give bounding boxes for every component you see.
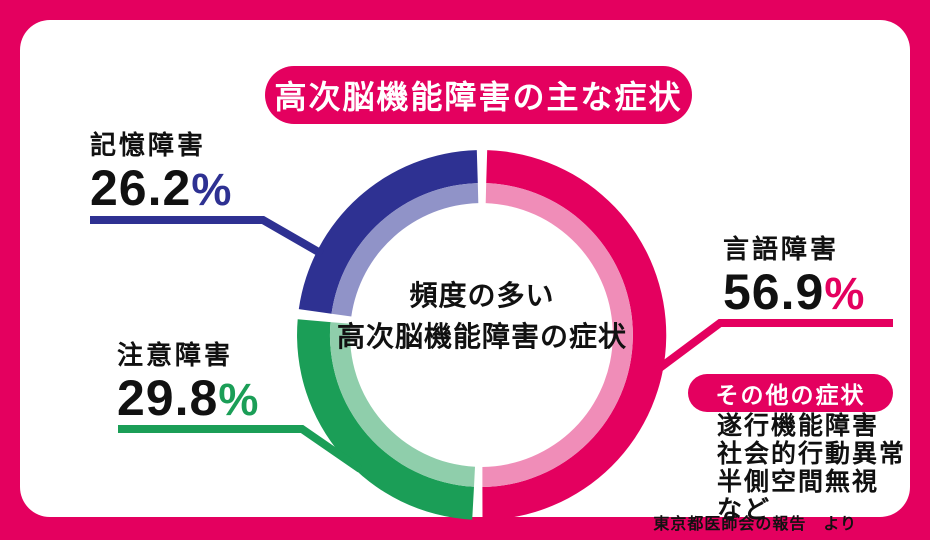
source-credit: 東京都医師会の報告 より [653, 516, 857, 533]
callout-memory-value: 26.2% [90, 160, 233, 216]
donut-segment-memory-inner [331, 183, 479, 317]
donut-chart [90, 150, 893, 520]
leader-line-attention [118, 425, 363, 473]
center-label-line-1: 頻度の多い [409, 280, 555, 311]
other-symptoms-item: 半側空間無視 など [717, 468, 880, 524]
other-symptoms-item: 遂行機能障害 [717, 412, 880, 440]
leader-line-memory [90, 216, 324, 258]
donut-segment-language-outer [482, 150, 667, 520]
callout-memory-label: 記憶障害 [90, 130, 207, 160]
other-symptoms-item: 社会的行動異常 [717, 440, 907, 468]
callout-attention-value: 29.8% [117, 370, 260, 426]
page-title: 高次脳機能障害の主な症状 [265, 66, 692, 124]
leader-line-language [654, 319, 893, 374]
callout-language: 言語障害 56.9% [723, 229, 865, 319]
center-label-line-2: 高次脳機能障害の症状 [336, 320, 627, 352]
donut-segment-language-inner [482, 183, 633, 487]
donut-segment-attention-outer [297, 319, 474, 520]
callout-attention-label: 注意障害 [117, 340, 234, 370]
other-symptoms-list: 遂行機能障害 社会的行動異常 半側空間無視 など [717, 412, 910, 524]
pink-frame-background: 高次脳機能障害の主な症状 頻度の多い 高次脳機能障害の症状 記憶障害 26.2%… [0, 0, 930, 540]
other-symptoms-header: その他の症状 [688, 374, 893, 412]
callout-language-label: 言語障害 [723, 234, 840, 264]
donut-center-label: 頻度の多い 高次脳機能障害の症状 [332, 276, 632, 357]
callout-memory-unit: % [191, 164, 233, 215]
donut-segment-memory-outer [298, 150, 478, 314]
callout-memory: 記憶障害 26.2% [90, 125, 232, 215]
callout-attention-unit: % [218, 374, 260, 425]
donut-segment-attention-inner [329, 322, 475, 487]
page-title-text: 高次脳機能障害の主な症状 [274, 79, 683, 115]
callout-attention: 注意障害 29.8% [117, 335, 259, 425]
infographic-card: 高次脳機能障害の主な症状 頻度の多い 高次脳機能障害の症状 記憶障害 26.2%… [20, 20, 910, 533]
other-symptoms-header-text: その他の症状 [715, 382, 866, 408]
callout-language-value: 56.9% [723, 264, 866, 320]
callout-language-unit: % [824, 268, 866, 319]
